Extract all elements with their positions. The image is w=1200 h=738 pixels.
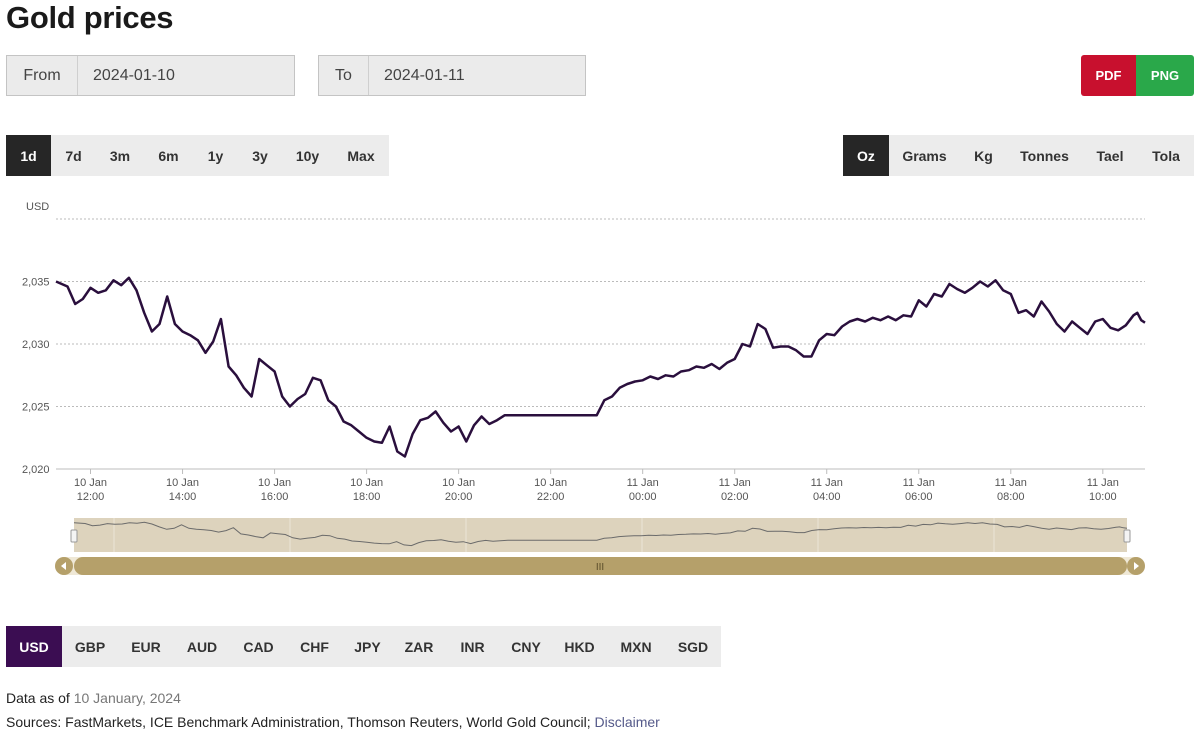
from-label: From — [7, 56, 78, 95]
export-buttons: PDF PNG — [1081, 55, 1194, 96]
x-tick-time: 12:00 — [77, 491, 105, 503]
png-export-button[interactable]: PNG — [1136, 55, 1194, 96]
unit-option-grams[interactable]: Grams — [902, 147, 947, 164]
x-tick-time: 14:00 — [169, 491, 197, 503]
unit-selector: Oz Grams Kg Tonnes Tael Tola — [843, 135, 1194, 176]
currency-option-mxn[interactable]: MXN — [620, 638, 652, 655]
unit-option-tola[interactable]: Tola — [1152, 147, 1180, 164]
x-tick-time: 02:00 — [721, 491, 749, 503]
scroll-right-arrow-icon — [1134, 562, 1139, 570]
x-tick-time: 16:00 — [261, 491, 289, 503]
pdf-export-button[interactable]: PDF — [1081, 55, 1136, 96]
x-tick-date: 10 Jan — [350, 477, 383, 489]
data-as-of-label: Data as of — [6, 690, 70, 706]
currency-option-zar[interactable]: ZAR — [404, 638, 434, 655]
x-tick-date: 11 Jan — [627, 477, 659, 489]
from-date-field[interactable]: From 2024-01-10 — [6, 55, 295, 96]
range-option-6m[interactable]: 6m — [158, 147, 179, 164]
x-tick-date: 10 Jan — [442, 477, 475, 489]
x-tick-date: 10 Jan — [74, 477, 107, 489]
x-tick-date: 11 Jan — [811, 477, 843, 489]
navigator-right-handle[interactable] — [1123, 529, 1131, 543]
x-tick-date: 10 Jan — [258, 477, 291, 489]
x-tick-time: 06:00 — [905, 491, 933, 503]
currency-option-hkd[interactable]: HKD — [564, 638, 595, 655]
sources-line: Sources: FastMarkets, ICE Benchmark Admi… — [6, 714, 660, 730]
y-tick-label: 2,030 — [22, 339, 50, 351]
x-tick-date: 11 Jan — [719, 477, 751, 489]
disclaimer-link[interactable]: Disclaimer — [594, 714, 660, 730]
range-option-1d[interactable]: 1d — [6, 135, 51, 176]
navigator-series — [73, 521, 1128, 547]
navigator-left-handle[interactable] — [70, 529, 78, 543]
y-tick-label: 2,020 — [22, 464, 50, 476]
range-option-10y[interactable]: 10y — [295, 147, 320, 164]
x-axis-ticks: 10 Jan 12:00 10 Jan 14:00 10 Jan 16:00 10 Jan 1… — [74, 469, 1119, 503]
grid-lines — [56, 218, 1145, 470]
x-tick-date: 10 Jan — [166, 477, 199, 489]
time-range-selector: 1d 7d 3m 6m 1y 3y 10y Max — [6, 135, 389, 176]
unit-option-tael[interactable]: Tael — [1096, 147, 1124, 164]
y-axis-ticks: 2,020 2,025 2,030 2,035 — [22, 277, 50, 477]
currency-option-chf[interactable]: CHF — [300, 638, 329, 655]
page-title: Gold prices — [6, 0, 174, 35]
y-axis-label: USD — [26, 201, 49, 213]
currency-option-usd[interactable]: USD — [6, 626, 62, 667]
unit-option-kg[interactable]: Kg — [974, 147, 993, 164]
x-tick-time: 10:00 — [1089, 491, 1117, 503]
range-option-3y[interactable]: 3y — [252, 147, 268, 164]
currency-option-inr[interactable]: INR — [460, 638, 485, 655]
currency-selector: USD GBP EUR AUD CAD CHF JPY ZAR INR CNY HKD MXN SGD — [6, 626, 721, 667]
scrollbar-grip-icon: III — [596, 562, 604, 573]
x-tick-time: 20:00 — [445, 491, 473, 503]
currency-option-cny[interactable]: CNY — [511, 638, 541, 655]
data-as-of: Data as of 10 January, 2024 — [6, 690, 181, 706]
x-tick-date: 11 Jan — [903, 477, 935, 489]
currency-option-eur[interactable]: EUR — [131, 638, 161, 655]
currency-option-jpy[interactable]: JPY — [354, 638, 381, 655]
scroll-left-arrow-icon — [61, 562, 66, 570]
to-label: To — [319, 56, 369, 95]
y-tick-label: 2,035 — [22, 277, 50, 289]
range-option-3m[interactable]: 3m — [109, 147, 131, 164]
currency-option-sgd[interactable]: SGD — [677, 638, 709, 655]
sources-text: Sources: FastMarkets, ICE Benchmark Admi… — [6, 714, 591, 730]
currency-option-gbp[interactable]: GBP — [74, 638, 106, 655]
range-option-7d[interactable]: 7d — [65, 147, 82, 164]
x-tick-time: 04:00 — [813, 491, 841, 503]
x-tick-time: 00:00 — [629, 491, 657, 503]
x-tick-time: 08:00 — [997, 491, 1025, 503]
x-tick-date: 11 Jan — [1087, 477, 1119, 489]
navigator-panel[interactable]: III — [55, 518, 1145, 575]
to-date-field[interactable]: To 2024-01-11 — [318, 55, 586, 96]
range-option-max[interactable]: Max — [347, 147, 375, 164]
scrollbar-thumb[interactable] — [74, 557, 1127, 575]
currency-option-cad[interactable]: CAD — [243, 638, 274, 655]
price-line — [55, 276, 1146, 458]
unit-option-tonnes[interactable]: Tonnes — [1020, 147, 1069, 164]
unit-option-oz[interactable]: Oz — [843, 135, 889, 176]
currency-option-aud[interactable]: AUD — [186, 638, 218, 655]
y-tick-label: 2,025 — [22, 402, 50, 414]
x-tick-time: 18:00 — [353, 491, 381, 503]
x-tick-date: 11 Jan — [995, 477, 1027, 489]
range-option-1y[interactable]: 1y — [207, 147, 224, 164]
from-date-input[interactable]: 2024-01-10 — [93, 66, 175, 84]
x-tick-date: 10 Jan — [534, 477, 567, 489]
x-tick-time: 22:00 — [537, 491, 565, 503]
to-date-input[interactable]: 2024-01-11 — [384, 66, 465, 84]
data-as-of-date: 10 January, 2024 — [73, 690, 181, 706]
